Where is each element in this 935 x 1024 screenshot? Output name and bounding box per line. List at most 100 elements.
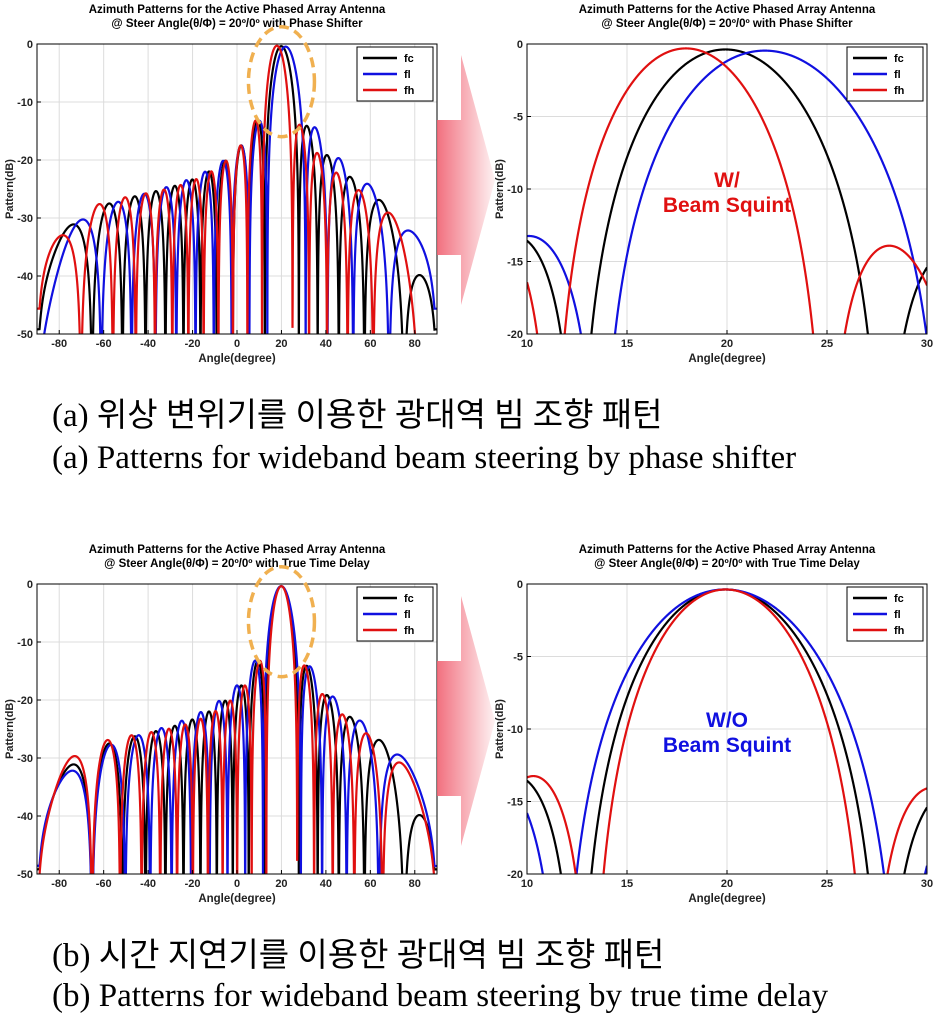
highlight-ellipse [246,564,317,679]
legend-label-fh: fh [894,625,905,637]
y-tick-label: -30 [17,753,33,765]
x-tick-label: -60 [96,338,112,350]
x-tick-label: 40 [320,878,332,890]
y-tick-label: -5 [513,652,523,664]
annotation-line: Beam Squint [663,734,791,757]
y-tick-label: -50 [17,869,33,881]
x-tick-label: 30 [921,878,933,890]
x-tick-label: -40 [140,338,156,350]
x-tick-label: -80 [51,878,67,890]
y-tick-label: 0 [517,579,523,591]
y-tick-label: -20 [17,155,33,167]
chart-title: Azimuth Patterns for the Active Phased A… [579,544,876,570]
series-group [37,585,437,874]
x-tick-label: 0 [234,878,240,890]
chart-title: Azimuth Patterns for the Active Phased A… [579,4,876,30]
x-tick-label: -80 [51,338,67,350]
x-tick-label: 20 [275,878,287,890]
x-axis-label: Angle(degree) [198,893,275,905]
x-tick-label: -60 [96,878,112,890]
legend: fc fl fh [356,46,434,102]
x-tick-label: 60 [364,878,376,890]
x-tick-label: 80 [409,878,421,890]
legend-label-fl: fl [404,69,411,81]
arrow-right-icon [437,55,495,305]
y-tick-label: -10 [507,724,523,736]
x-axis: 10 15 20 25 30 [521,330,933,350]
chart-title-line: @ Steer Angle(θ/Φ) = 20º/0º with Phase S… [601,18,853,30]
annotation-line: W/ [714,169,740,192]
x-tick-label: -20 [185,338,201,350]
x-axis-label: Angle(degree) [688,893,765,905]
series-group [527,47,927,334]
legend-label-fc: fc [404,593,414,605]
chart-title-line: @ Steer Angle(θ/Φ) = 20º/0º with Phase S… [111,18,363,30]
x-tick-label: -20 [185,878,201,890]
legend-label-fl: fl [894,69,901,81]
y-axis: 0 -10 -20 -30 -40 -50 [17,579,41,881]
chart-a-full: Azimuth Patterns for the Active Phased A… [0,0,445,378]
series-line-fh [37,44,417,334]
y-axis-label: Pattern(dB) [4,699,16,759]
annotation-line: Beam Squint [663,194,791,217]
x-tick-label: 15 [621,338,633,350]
legend-label-fh: fh [404,85,415,97]
x-tick-label: 15 [621,878,633,890]
y-tick-label: -10 [507,184,523,196]
caption-b-english: (b) Patterns for wideband beam steering … [52,978,829,1014]
x-tick-label: 20 [275,338,287,350]
x-tick-label: 20 [721,338,733,350]
series-line-fl [527,49,927,334]
x-tick-label: 25 [821,338,833,350]
chart-title-line: Azimuth Patterns for the Active Phased A… [579,544,876,556]
y-tick-label: -40 [17,811,33,823]
y-tick-label: 0 [27,39,33,51]
x-axis-label: Angle(degree) [688,353,765,365]
x-axis: -80 -60 -40 -20 0 20 40 60 80 [51,330,421,350]
y-tick-label: -20 [507,329,523,341]
x-tick-label: 20 [721,878,733,890]
series-line-fh [527,47,927,334]
series-line-fh [527,588,927,874]
legend-label-fl: fl [404,609,411,621]
x-axis-label: Angle(degree) [198,353,275,365]
y-axis: 0 -5 -10 -15 -20 [507,579,531,881]
y-tick-label: -30 [17,213,33,225]
arrow-right-icon [437,596,495,846]
y-tick-label: -20 [17,695,33,707]
y-tick-label: -15 [507,797,523,809]
series-group [37,44,437,334]
legend: fc fl fh [356,586,434,642]
series-line-fl [37,585,437,874]
legend-label-fc: fc [894,53,904,65]
y-tick-label: -40 [17,271,33,283]
y-axis: 0 -5 -10 -15 -20 [507,39,531,341]
legend-label-fl: fl [894,609,901,621]
x-tick-label: 60 [364,338,376,350]
y-tick-label: -10 [17,97,33,109]
chart-title: Azimuth Patterns for the Active Phased A… [89,544,386,570]
x-tick-label: 80 [409,338,421,350]
x-tick-label: 30 [921,338,933,350]
x-tick-label: 10 [521,878,533,890]
legend: fc fl fh [846,46,924,102]
x-tick-label: 25 [821,878,833,890]
chart-title-line: @ Steer Angle(θ/Φ) = 20º/0º with True Ti… [594,558,860,570]
legend-label-fc: fc [404,53,414,65]
y-tick-label: 0 [517,39,523,51]
chart-title: Azimuth Patterns for the Active Phased A… [89,4,386,30]
series-group [527,588,927,874]
legend-label-fc: fc [894,593,904,605]
annotation: W/Beam Squint [663,169,791,217]
y-tick-label: -5 [513,112,523,124]
x-tick-label: 0 [234,338,240,350]
y-tick-label: -50 [17,329,33,341]
series-line-fc [37,585,437,874]
highlight-ellipse [246,24,317,139]
chart-b-zoom: Azimuth Patterns for the Active Phased A… [490,540,935,918]
x-axis: 10 15 20 25 30 [521,870,933,890]
caption-a-english: (a) Patterns for wideband beam steering … [52,440,797,476]
annotation-line: W/O [706,709,748,732]
y-tick-label: -15 [507,257,523,269]
caption-b-korean: (b) 시간 지연기를 이용한 광대역 빔 조향 패턴 [52,938,665,974]
